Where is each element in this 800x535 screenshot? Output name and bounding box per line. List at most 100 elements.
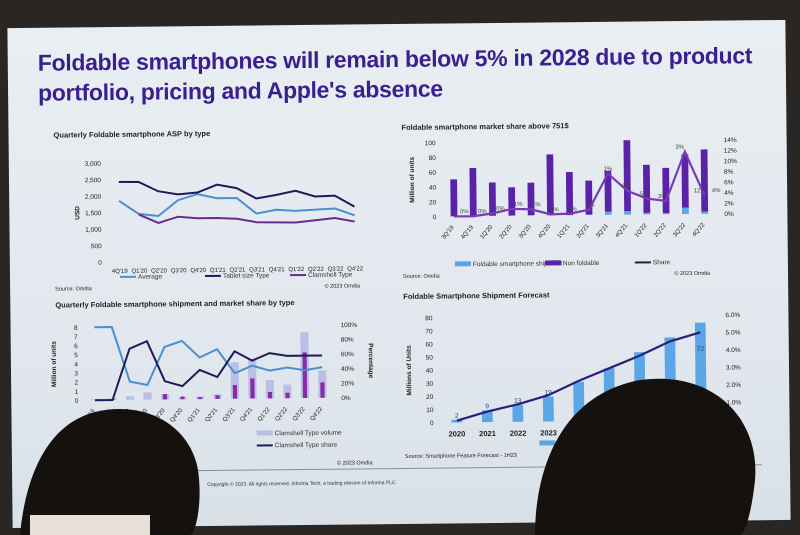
bar-foldable [624, 211, 631, 215]
y2-tick-label: 0% [724, 211, 734, 218]
bar-foldable [604, 211, 612, 215]
y2-tick-label: 5.0% [726, 329, 741, 336]
series-line-share [454, 148, 706, 218]
data-label: 1% [586, 203, 595, 209]
bar-non-foldable [527, 182, 535, 216]
y-tick-label: 0 [98, 260, 102, 267]
x-tick-label: Q4'21 [240, 406, 255, 423]
data-label: 0% [460, 209, 469, 215]
data-label: 0% [478, 209, 487, 215]
bar-non-foldable [450, 179, 458, 217]
x-tick-label: 3Q'22 [672, 222, 687, 239]
x-tick-label: 3Q'19 [441, 224, 456, 241]
data-label: 8% [622, 184, 631, 190]
source-note: Source: Smartphone Feature Forecast - 1H… [405, 453, 517, 460]
bar-foldable [573, 381, 585, 422]
bar-non-foldable [469, 167, 477, 217]
x-tick-label: Q4'22 [310, 406, 325, 423]
x-tick-label: 2Q'20 [499, 224, 514, 241]
bar-foldable [701, 211, 709, 214]
y2-tick-label: 14% [724, 137, 737, 144]
y-tick-label: 50 [426, 355, 434, 362]
x-tick-label: 2021 [479, 429, 496, 438]
x-tick-label: 1Q'20 [480, 224, 495, 241]
y-tick-label: 5 [74, 352, 78, 359]
legend-label: Average [138, 273, 163, 280]
y2-tick-label: 6% [724, 179, 734, 186]
data-label: 1% [532, 202, 541, 208]
bar-non-foldable [565, 172, 574, 216]
x-tick-label: Q3'20 [152, 407, 167, 424]
x-tick-label: Q1'22 [288, 267, 305, 273]
bar-non-foldable [700, 149, 709, 212]
bar-clamshell-volume [125, 396, 135, 400]
series-line-average [118, 193, 355, 218]
y-tick-label: 3 [74, 370, 78, 377]
y-tick-label: 70 [425, 328, 433, 335]
series-line-share [94, 326, 323, 387]
bar-non-foldable [604, 170, 612, 212]
data-label: 12% [694, 188, 707, 194]
bar-foldable [603, 368, 615, 421]
bar-volume [302, 352, 308, 399]
credit-note: © 2023 Omdia [674, 270, 711, 277]
bar-foldable [512, 404, 524, 422]
chart-title: Foldable Smartphone Shipment Forecast [403, 290, 550, 301]
presentation-slide: Foldable smartphones will remain below 5… [7, 19, 791, 529]
bar-non-foldable [662, 167, 670, 214]
data-label: 3% [675, 145, 684, 151]
series-line-tablet-size-type [118, 180, 355, 208]
y2-tick-label: 4% [724, 190, 734, 197]
y2-axis-label: Percentage [367, 343, 374, 379]
credit-note: © 2023 Omdia [325, 282, 362, 289]
x-tick-label: Q4'20 [190, 268, 207, 274]
legend-swatch [544, 260, 561, 266]
legend-label: Tablet size Type [223, 272, 270, 279]
y-tick-label: 6 [74, 343, 78, 350]
y-tick-label: 8 [74, 325, 78, 332]
y2-tick-label: 100% [341, 322, 358, 329]
x-tick-label: Q2'20 [135, 408, 150, 425]
x-tick-label: 4Q'20 [537, 223, 552, 240]
credit-note: © 2023 Omdia [337, 459, 374, 466]
bar-foldable [694, 322, 707, 420]
bar-volume [267, 391, 273, 399]
x-tick-label: 4Q'22 [692, 222, 707, 239]
legend-label: Non foldable [563, 260, 600, 267]
x-tick-label: 2023 [540, 428, 557, 437]
x-tick-label: Q1'21 [210, 268, 227, 274]
x-tick-label: 1Q'21 [557, 223, 572, 240]
x-tick-label: Q2'20 [151, 268, 168, 274]
data-label: 5% [640, 192, 649, 198]
y-axis-label: Million of units [51, 341, 58, 387]
x-tick-label: 1Q'22 [634, 222, 649, 239]
data-label: 72 [697, 346, 705, 353]
legend-label: Clamshell Type volume [275, 430, 343, 438]
data-label: 3% [658, 194, 667, 200]
x-tick-label: 4Q'19 [112, 269, 129, 275]
bar-volume [180, 396, 185, 400]
data-label: 2 [455, 413, 459, 420]
y-tick-label: 40 [426, 368, 434, 375]
y2-tick-label: 60% [341, 351, 354, 358]
legend-label: Clamshell Type [308, 271, 353, 278]
x-tick-label: Q3'20 [171, 268, 188, 274]
x-tick-label: 2022 [510, 429, 527, 438]
x-tick-label: Q3'21 [222, 407, 237, 424]
data-label: 2% [550, 207, 559, 213]
y-tick-label: 30 [426, 381, 434, 388]
bar-non-foldable [488, 182, 496, 216]
x-tick-label: Q4'20 [170, 407, 185, 424]
y-tick-label: 1,500 [85, 210, 102, 217]
x-tick-label: Q3'22 [328, 267, 345, 273]
bar-volume [232, 385, 238, 399]
y-tick-label: 1 [75, 389, 79, 396]
bar-foldable [643, 212, 651, 215]
y2-tick-label: 2.0% [726, 382, 741, 389]
x-tick-label: Q1'20 [117, 408, 132, 425]
y2-tick-label: 3.0% [726, 364, 741, 371]
chart-title: Quarterly Foldable smartphone shipment a… [55, 298, 294, 310]
y-tick-label: 60 [429, 170, 437, 177]
bar-foldable [664, 337, 677, 421]
y-tick-label: 2,500 [85, 177, 102, 184]
